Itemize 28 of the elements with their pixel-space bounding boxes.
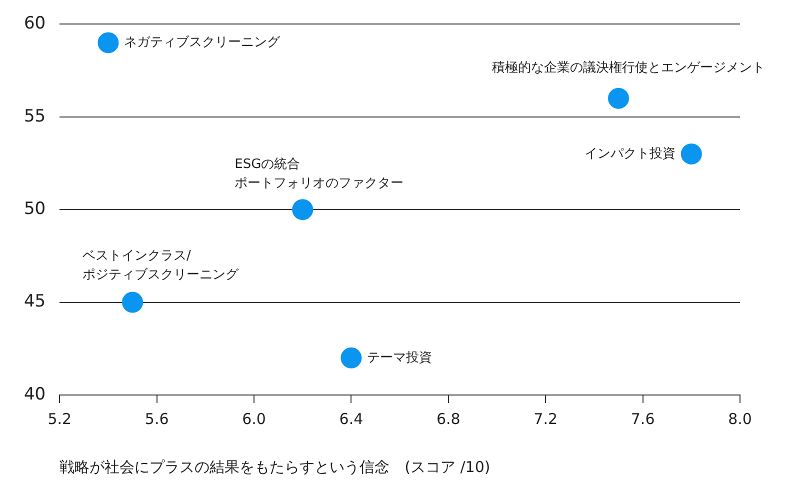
x-tick-label: 6.8 — [436, 410, 460, 428]
annotation: インパクト投資 — [584, 146, 676, 162]
y-tick-label: 55 — [24, 106, 46, 126]
x-tick-label: 7.2 — [534, 410, 558, 428]
y-tick-label: 40 — [24, 384, 46, 404]
annotation: テーマ投資 — [367, 350, 432, 366]
x-tick-label: 5.6 — [144, 410, 169, 428]
annotation: ポートフォリオのファクター — [234, 176, 404, 191]
y-tick-label: 45 — [24, 292, 46, 312]
x-axis-title: 戦略が社会にプラスの結果をもたらすという信念 (スコア /10) — [60, 458, 490, 476]
y-tick-label: 50 — [24, 199, 46, 220]
point — [292, 199, 314, 220]
x-tick-label: 6.4 — [339, 410, 364, 428]
annotation: 積極的な企業の議決権行使とエンゲージメント — [492, 60, 766, 76]
annotation: ベストインクラス/ — [82, 248, 192, 264]
point — [680, 143, 702, 164]
x-tick-label: 5.2 — [48, 410, 72, 428]
y-tick-label: 60 — [24, 14, 46, 34]
annotation: ネガティブスクリーニング — [124, 35, 282, 50]
x-tick-label: 6.0 — [242, 410, 266, 428]
annotation: ESGの統合 — [234, 156, 300, 172]
x-tick-label: 7.6 — [630, 410, 655, 428]
x-tick-label: 8.0 — [728, 410, 752, 428]
point — [122, 292, 144, 313]
point — [340, 347, 362, 368]
point — [608, 88, 630, 109]
annotation: ポジティブスクリーニング — [82, 268, 240, 283]
point — [98, 32, 119, 54]
